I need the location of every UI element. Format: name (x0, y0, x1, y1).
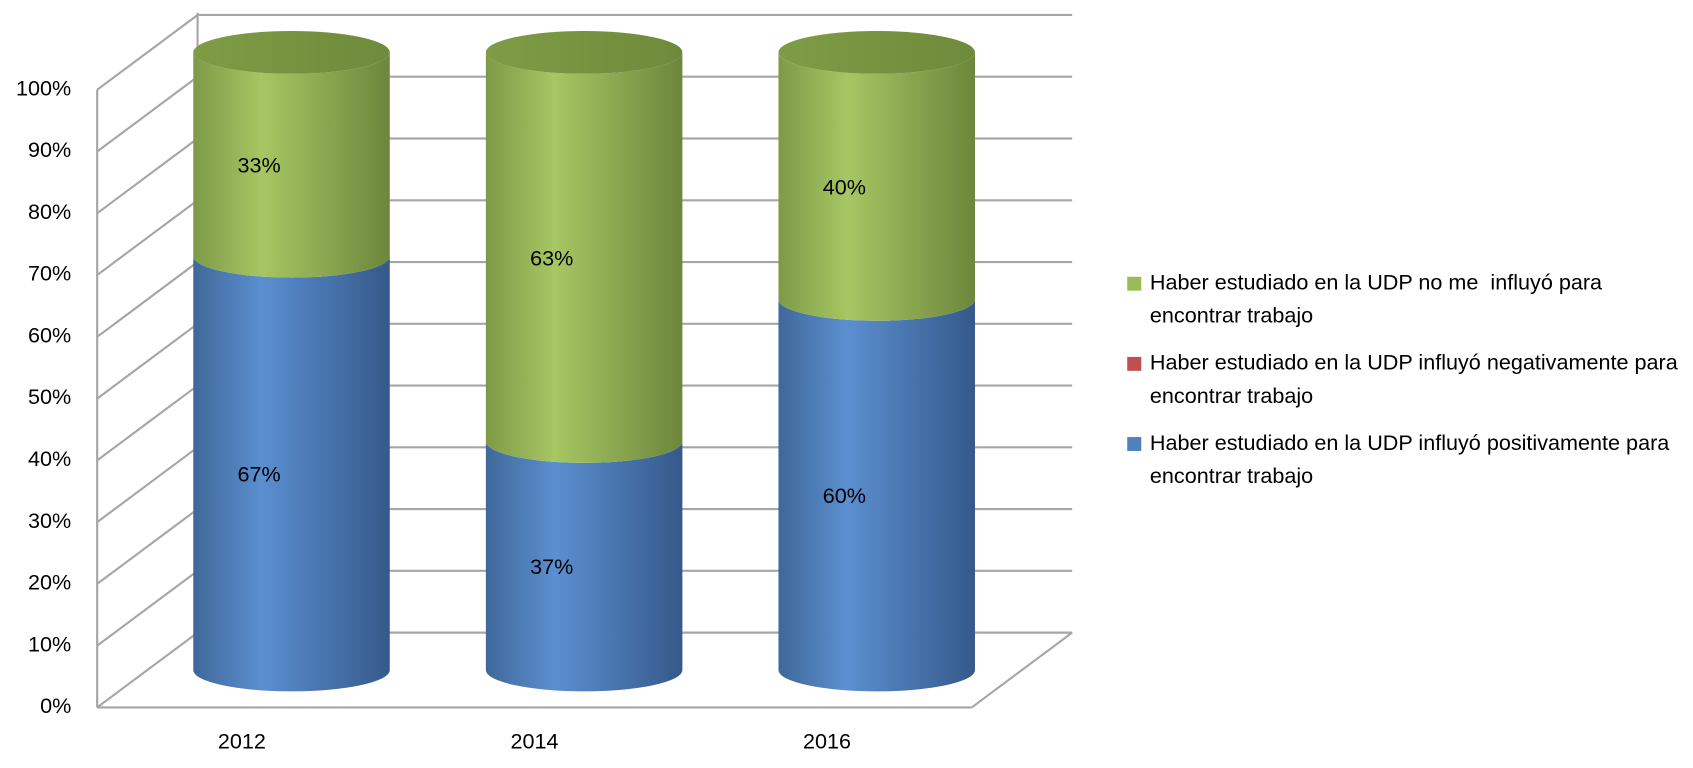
cylinder-top (485, 30, 683, 74)
legend-swatch (1127, 356, 1142, 371)
legend-label: Haber estudiado en la UDP no me influyó … (1149, 271, 1609, 329)
grid-line-side (96, 75, 199, 153)
cylinder-top (193, 30, 390, 74)
y-tick-label: 90% (28, 138, 71, 162)
x-tick-label: 2012 (218, 729, 266, 753)
y-tick-label: 10% (28, 632, 71, 656)
cylinder-segment (193, 52, 390, 278)
data-label: 67% (238, 463, 281, 487)
cylinder-segment (485, 52, 683, 463)
y-tick-label: 70% (28, 262, 71, 286)
x-tick-label: 2016 (803, 729, 851, 753)
data-label: 40% (823, 175, 866, 199)
grid-line-side (96, 322, 199, 400)
cylinder-segment (193, 256, 390, 692)
legend-item: Haber estudiado en la UDP influyó positi… (1123, 427, 1693, 493)
grid-line-side (96, 199, 199, 276)
grid-line-side (96, 446, 199, 523)
y-tick-label: 40% (28, 447, 71, 471)
y-tick-label: 0% (40, 694, 71, 718)
legend-item: Haber estudiado en la UDP no me influyó … (1123, 267, 1693, 333)
legend-box: Haber estudiado en la UDP no me influyó … (1123, 267, 1693, 494)
grid-line-side (96, 384, 199, 462)
cylinder-top (778, 30, 975, 74)
legend-swatch (1127, 437, 1142, 451)
y-tick-label: 20% (28, 571, 71, 595)
y-tick-label: 50% (28, 385, 71, 409)
y-tick-label: 30% (28, 509, 71, 533)
cylinder-segment (778, 299, 975, 692)
data-label: 63% (530, 246, 573, 270)
y-tick-label: 80% (28, 200, 71, 224)
legend-label: Haber estudiado en la UDP influyó negati… (1149, 351, 1684, 409)
grid-line-side (96, 570, 199, 647)
cylinder-segment (485, 441, 683, 692)
legend-label: Haber estudiado en la UDP influyó positi… (1149, 431, 1676, 489)
legend: Haber estudiado en la UDP no me influyó … (1123, 267, 1693, 494)
grid-line-side (96, 631, 199, 709)
data-label: 60% (823, 484, 866, 508)
y-tick-label: 60% (28, 324, 71, 348)
legend-item: Haber estudiado en la UDP influyó negati… (1123, 347, 1693, 413)
grid-line-side (96, 137, 199, 215)
grid-line-side (96, 508, 199, 585)
y-tick-label: 100% (16, 77, 71, 101)
grid-line-side (96, 261, 199, 338)
data-label: 33% (238, 154, 281, 178)
data-label: 37% (530, 555, 573, 579)
x-tick-label: 2014 (510, 729, 558, 753)
cylinder-segment (778, 52, 975, 321)
legend-swatch (1127, 276, 1142, 291)
grid-line-side (96, 14, 199, 91)
floor-right (971, 631, 1073, 709)
